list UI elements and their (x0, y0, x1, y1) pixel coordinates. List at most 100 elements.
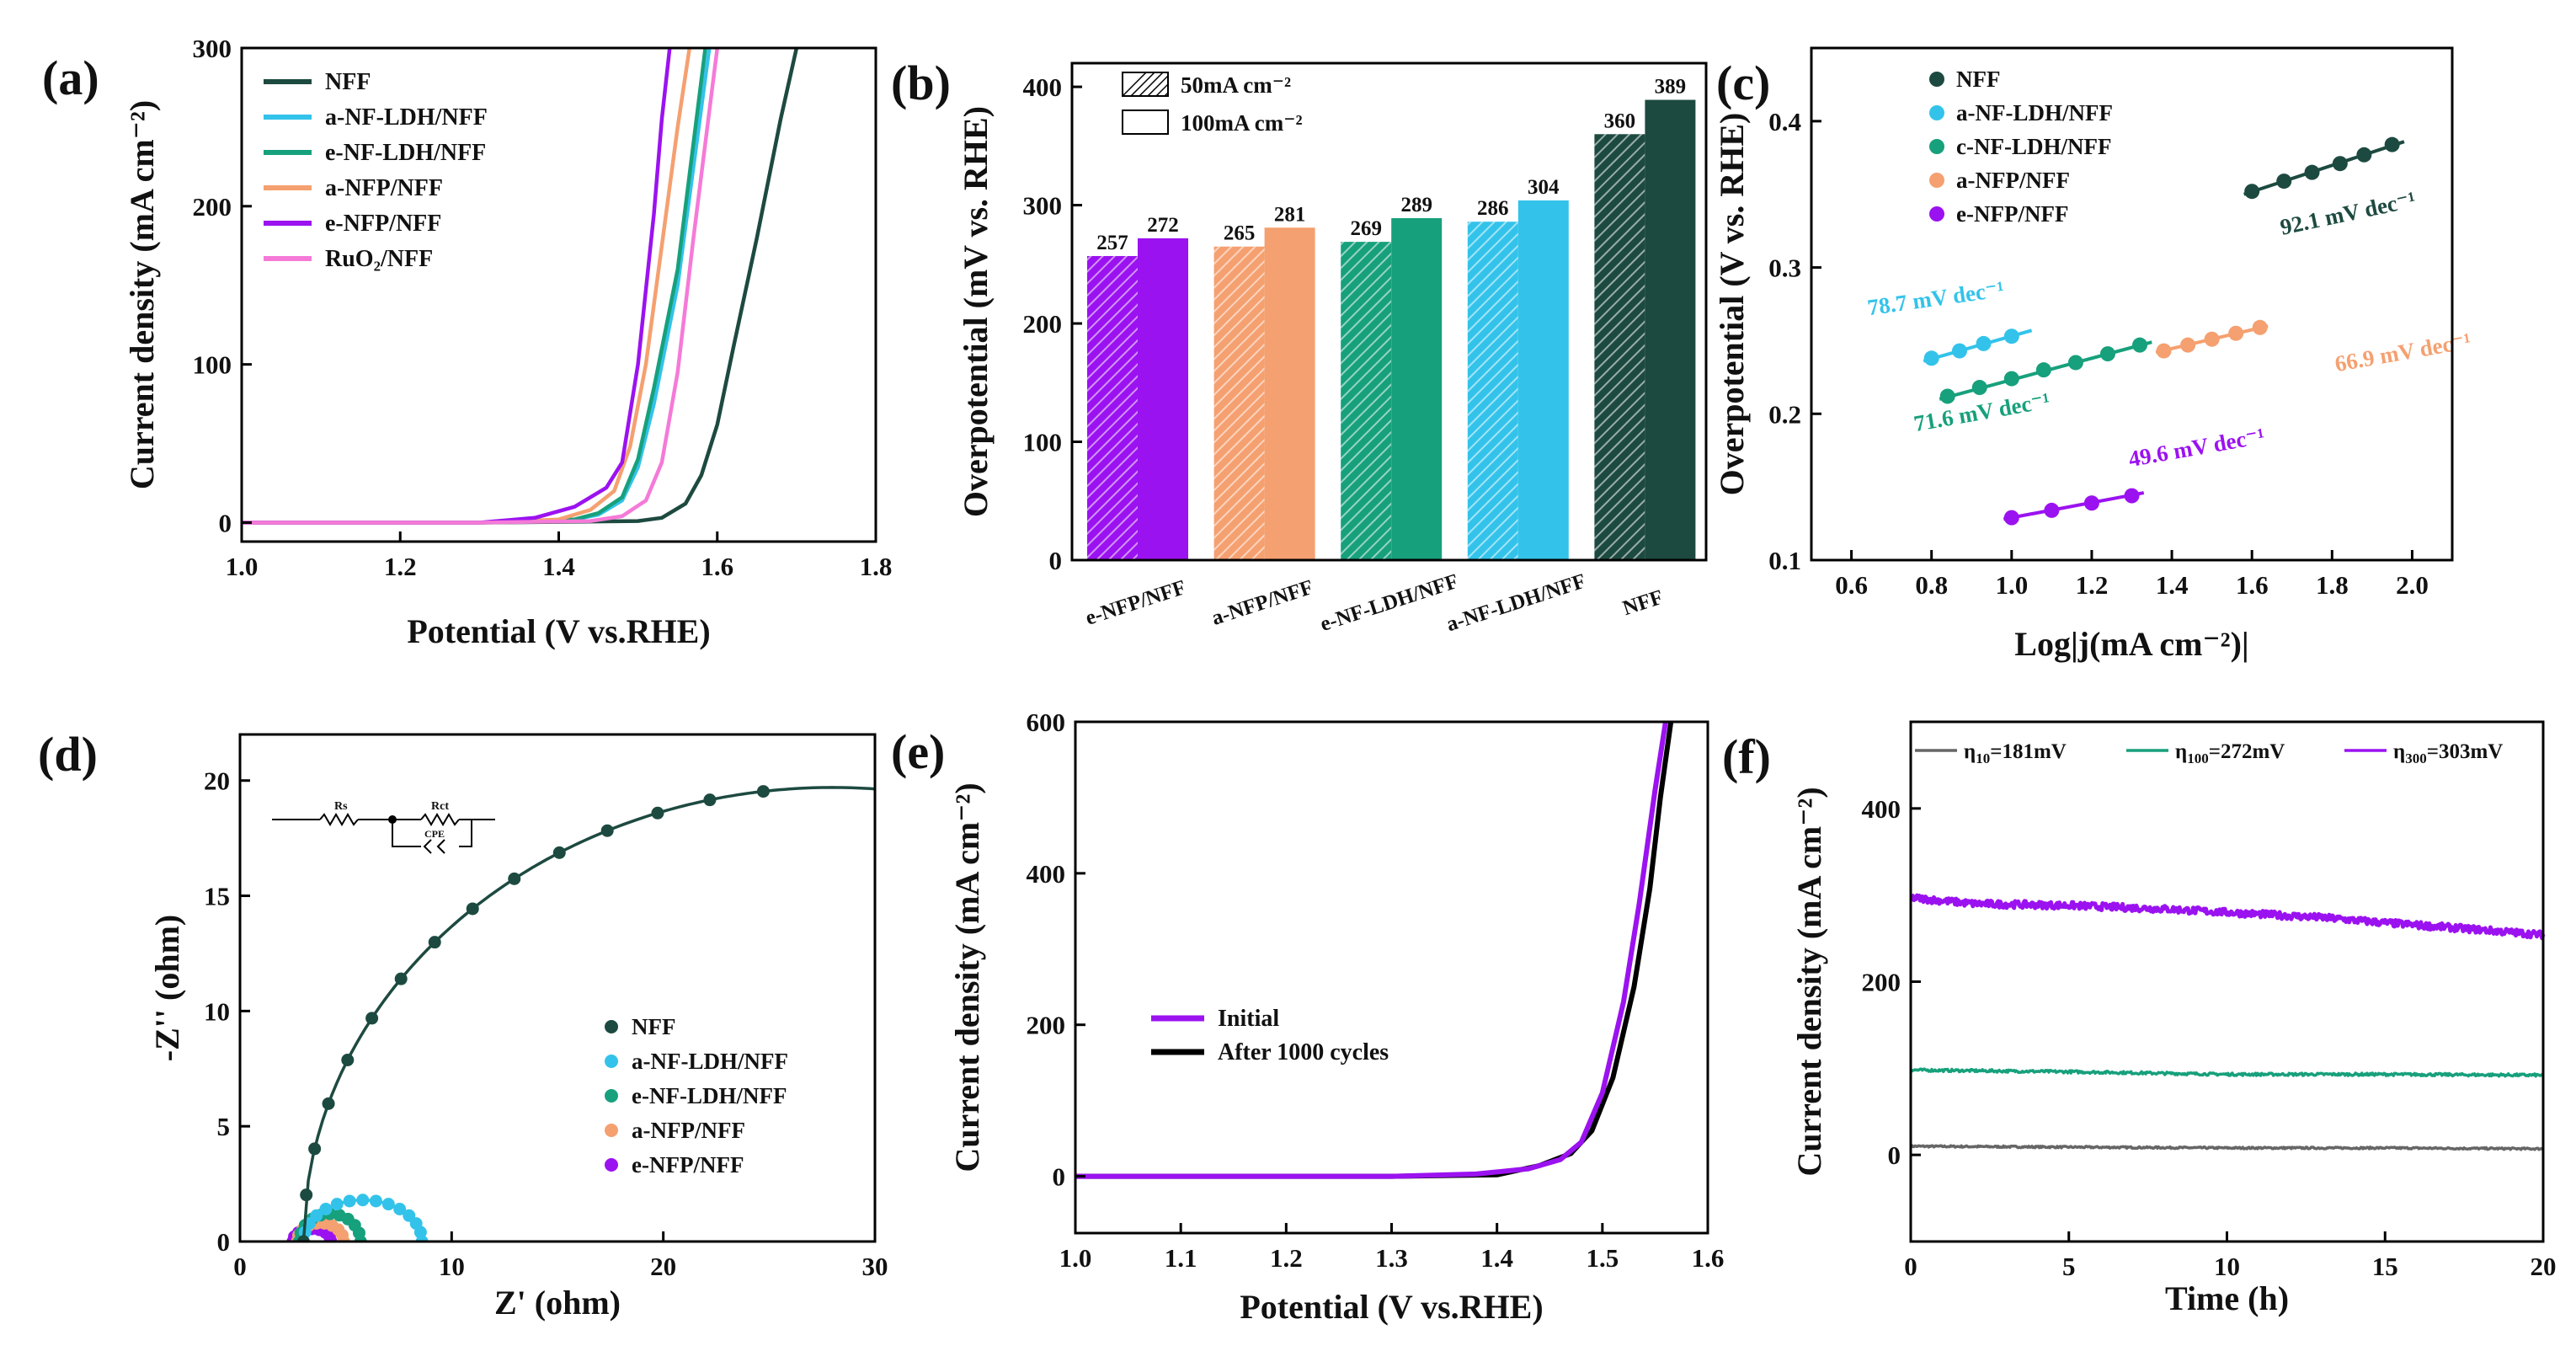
category-label: a-NF-LDH/NFF (1443, 569, 1588, 636)
x-tick-label: 1.5 (1586, 1243, 1619, 1273)
data-point (2204, 331, 2220, 347)
panel-label: (e) (891, 724, 945, 779)
data-point (552, 846, 566, 859)
data-point (415, 1235, 429, 1242)
y-tick-label: 200 (193, 192, 232, 222)
plot-frame (1909, 720, 2545, 1243)
series-line (1075, 722, 1668, 1179)
panel-label: (f) (1722, 729, 1771, 784)
y-tick-label: 200 (1027, 1011, 1066, 1040)
series-line (1910, 1067, 2544, 1078)
y-tick-label: 10 (204, 996, 230, 1026)
data-point (2035, 362, 2051, 378)
bar-a-nf-ldh-nff-100 (1517, 200, 1569, 560)
bar-hatch (1467, 222, 1518, 560)
slope-label: 92.1 mV dec⁻¹ (2278, 187, 2418, 240)
x-tick-label: 0.6 (1835, 570, 1868, 600)
x-tick-label: 0.8 (1915, 570, 1948, 600)
x-tick-label: 1.2 (1270, 1243, 1303, 1273)
y-tick-label: 0 (217, 1227, 231, 1257)
data-point (1923, 350, 1939, 366)
y-axis-label: Overpotential (V vs. RHE) (1713, 113, 1751, 496)
data-point (2067, 355, 2083, 371)
x-axis-label: Z' (ohm) (494, 1284, 621, 1322)
legend-hatch-line (1123, 72, 1147, 96)
bar-hatch (1594, 134, 1645, 561)
bar-data-label: 257 (1096, 232, 1128, 254)
bar-data-label: 269 (1350, 217, 1382, 240)
y-axis-label: Current density (mA cm⁻²) (1790, 787, 1828, 1176)
legend-swatch-hatched (1122, 72, 1169, 97)
data-point (381, 1198, 395, 1211)
x-tick-label: 1.4 (1480, 1243, 1513, 1273)
legend-label: After 1000 cycles (1218, 1039, 1389, 1065)
y-tick-label: 0 (219, 508, 232, 537)
legend-label: e-NF-LDH/NFF (632, 1083, 787, 1108)
data-point (319, 1202, 333, 1215)
y-tick-label: 0.2 (1768, 399, 1801, 429)
plot-frame (238, 733, 877, 1243)
y-axis-label: Current density (mA cm⁻²) (123, 100, 161, 489)
fit-line (2243, 140, 2405, 196)
data-point (508, 872, 521, 885)
legend-label: a-NF-LDH/NFF (325, 104, 488, 131)
x-tick-label: 1.6 (701, 552, 733, 581)
x-tick-label: 0 (1904, 1252, 1917, 1281)
resistor-rct (420, 813, 460, 826)
x-tick-label: 1.3 (1375, 1243, 1408, 1273)
data-point (308, 1142, 322, 1156)
legend-label: e-NFP/NFF (1956, 201, 2068, 227)
x-tick-label: 20 (2531, 1252, 2557, 1281)
data-point (343, 1194, 356, 1208)
x-tick-label: 30 (862, 1252, 888, 1281)
x-tick-label: 1.8 (2316, 570, 2349, 600)
legend-label: a-NFP/NFF (325, 175, 443, 201)
series-line-e-nfp-nff (242, 48, 672, 525)
x-tick-label: 1.6 (1692, 1243, 1725, 1273)
data-point (1971, 380, 1987, 396)
y-tick-label: 300 (193, 34, 232, 63)
data-point (2132, 337, 2148, 353)
panel-label: (b) (891, 56, 951, 110)
x-tick-label: 1.2 (384, 552, 417, 581)
data-point (369, 1194, 382, 1208)
data-point (2244, 184, 2260, 200)
data-point (365, 1012, 379, 1025)
bar-data-label: 272 (1147, 214, 1179, 237)
panel-c: 92.1 mV dec⁻¹78.7 mV dec⁻¹71.6 mV dec⁻¹6… (1713, 46, 2473, 663)
data-point (2356, 147, 2372, 163)
legend-marker (1929, 105, 1944, 120)
y-axis-label: Overpotential (mV vs. RHE) (957, 106, 995, 517)
x-tick-label: 15 (2372, 1252, 2398, 1281)
x-tick-label: 10 (439, 1252, 465, 1281)
y-tick-label: 0 (1053, 1162, 1066, 1192)
data-point (2044, 502, 2060, 518)
legend-marker (1929, 139, 1944, 154)
x-tick-label: 20 (650, 1252, 676, 1281)
y-tick-label: 200 (1862, 968, 1901, 997)
x-tick-label: 10 (2214, 1252, 2240, 1281)
circuit-label-cpe: CPE (424, 828, 445, 840)
fit-line (2003, 491, 2145, 521)
data-point (356, 1193, 370, 1207)
x-tick-label: 2.0 (2396, 570, 2429, 600)
y-tick-label: 200 (1023, 309, 1063, 339)
data-point (2083, 495, 2099, 511)
y-tick-label: 0.3 (1768, 254, 1801, 283)
bar-hatch (1213, 246, 1265, 560)
legend-label: η100=272mV (2175, 740, 2285, 766)
data-point (703, 793, 717, 807)
data-point (341, 1054, 355, 1066)
bar-e-nf-ldh-nff-100 (1391, 218, 1443, 560)
data-point (300, 1188, 313, 1202)
bar-data-label: 265 (1224, 222, 1256, 245)
y-tick-label: 20 (204, 766, 230, 796)
y-tick-label: 0.4 (1768, 107, 1801, 136)
x-axis-label: Potential (V vs.RHE) (1240, 1288, 1543, 1326)
series-group (1075, 722, 1674, 1179)
data-point (2332, 156, 2348, 172)
plot-frame (1070, 61, 1708, 562)
legend-label: η300=303mV (2393, 740, 2503, 766)
y-tick-label: 0.1 (1768, 546, 1801, 575)
